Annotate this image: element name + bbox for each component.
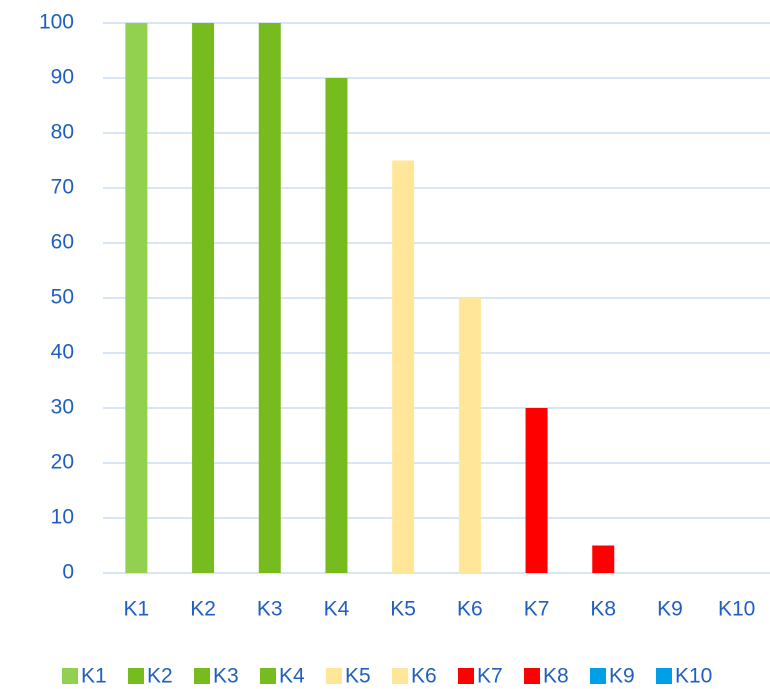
bar [392,160,415,573]
x-tick-label: K7 [524,598,550,621]
x-tick-label: K4 [324,598,350,621]
y-tick-label: 20 [51,451,74,474]
x-tick-label: K9 [657,598,683,621]
legend-label: K10 [675,665,712,688]
bar [525,408,548,573]
legend-swatch [194,668,210,684]
legend-swatch [260,668,276,684]
legend-swatch [326,668,342,684]
y-tick-label: 10 [51,506,74,529]
legend-label: K3 [213,665,239,688]
bar [192,23,215,573]
y-tick-label: 60 [51,231,74,254]
legend-swatch [656,668,672,684]
x-tick-label: K1 [124,598,150,621]
bar [125,23,148,573]
y-tick-label: 30 [51,396,74,419]
y-tick-label: 0 [62,561,74,584]
legend-label: K8 [543,665,569,688]
bar [325,78,348,573]
x-tick-label: K6 [457,598,483,621]
x-tick-label: K5 [390,598,416,621]
x-tick-label: K3 [257,598,283,621]
legend-label: K7 [477,665,503,688]
legend-swatch [392,668,408,684]
legend-swatch [524,668,540,684]
legend-label: K9 [609,665,635,688]
x-tick-label: K8 [590,598,616,621]
legend-label: K2 [147,665,173,688]
y-tick-label: 40 [51,341,74,364]
bar [458,298,481,573]
legend-swatch [590,668,606,684]
legend-swatch [458,668,474,684]
legend-label: K4 [279,665,305,688]
y-tick-label: 70 [51,176,74,199]
y-tick-label: 90 [51,66,74,89]
bar [592,545,615,573]
legend-swatch [62,668,78,684]
y-tick-label: 100 [39,11,74,34]
x-tick-label: K2 [190,598,216,621]
legend-label: K1 [81,665,107,688]
legend-label: K5 [345,665,371,688]
x-tick-label: K10 [718,598,755,621]
legend-label: K6 [411,665,437,688]
y-tick-label: 80 [51,121,74,144]
y-tick-label: 50 [51,286,74,309]
legend-swatch [128,668,144,684]
bar [258,23,281,573]
